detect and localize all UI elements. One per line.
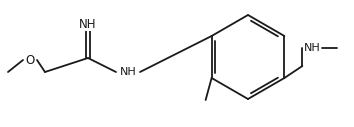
Text: NH: NH: [120, 67, 136, 77]
Text: O: O: [25, 53, 35, 67]
Text: NH: NH: [304, 43, 321, 53]
Text: NH: NH: [79, 18, 97, 30]
